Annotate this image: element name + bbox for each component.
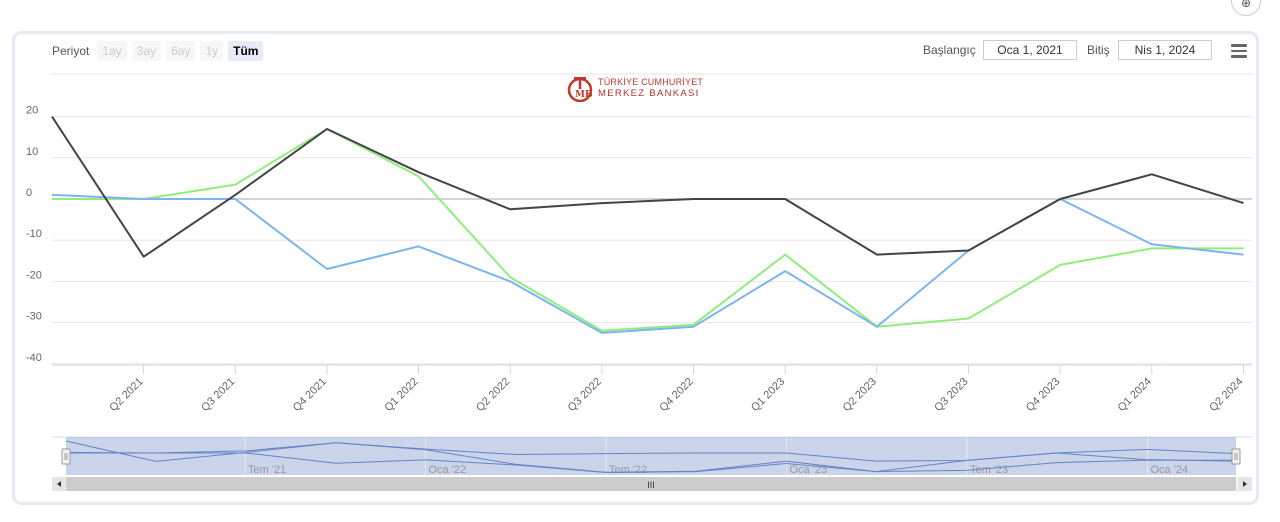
navigator-label: Oca '24	[1151, 464, 1189, 476]
x-tick-label: Q1 2024	[1116, 376, 1154, 414]
navigator-label: Tem '22	[609, 464, 647, 476]
cbrt-logo: MB TÜRKİYE CUMHURİYET MERKEZ BANKASI	[566, 74, 703, 102]
x-tick-label: Q3 2023	[932, 376, 970, 414]
hamburger-menu-icon[interactable]	[1231, 44, 1247, 58]
range-button-1y[interactable]: 1y	[200, 41, 224, 61]
navigator-left-handle	[61, 448, 71, 465]
x-tick-label: Q2 2022	[474, 376, 512, 414]
svg-text:MB: MB	[575, 90, 593, 100]
navigator[interactable]: Tem '21 Oca '22 Tem '22 Oca '23 Tem '23 Oca '…	[52, 436, 1252, 491]
scroll-left-arrow-icon	[57, 481, 61, 487]
x-tick-label: Q3 2022	[566, 376, 604, 414]
range-button-all[interactable]: Tüm	[228, 41, 264, 61]
scrollbar-grip-icon: III	[647, 480, 655, 490]
x-tick-label: Q4 2023	[1024, 376, 1062, 414]
date-range-inputs: Başlangıç Oca 1, 2021 Bitiş Nis 1, 2024	[0, 40, 1280, 62]
navigator-right-handle	[1231, 448, 1241, 465]
navigator-label: Oca '22	[429, 464, 467, 476]
x-tick-label: Q2 2021	[107, 376, 145, 414]
navigator-label: Oca '23	[790, 464, 828, 476]
cbrt-logo-mark: MB	[567, 77, 593, 102]
x-tick-label: Q2 2023	[841, 376, 879, 414]
y-axis: 20 10 0 -10 -20 -30 -40	[26, 105, 42, 364]
y-tick-label: 0	[26, 187, 32, 199]
series-line-3	[52, 128, 1244, 332]
y-tick-label: 10	[26, 146, 38, 158]
expand-icon: ⊕	[1240, 0, 1252, 10]
y-tick-label: -10	[26, 228, 42, 240]
range-button-3ay[interactable]: 3ay	[131, 41, 162, 61]
navigator-label: Tem '23	[970, 464, 1008, 476]
y-tick-label: -40	[26, 352, 42, 364]
navigator-label: Tem '21	[248, 464, 286, 476]
navigator-mask	[66, 437, 1236, 475]
y-tick-label: -30	[26, 311, 42, 323]
scroll-right-arrow-icon	[1243, 481, 1247, 487]
series-group	[51, 116, 1244, 334]
x-tick-label: Q3 2021	[199, 376, 237, 414]
zoom-label: Periyot	[52, 44, 90, 58]
x-tick-label: Q4 2022	[657, 376, 695, 414]
x-tick-label: Q1 2022	[382, 376, 420, 414]
y-tick-label: -20	[26, 269, 42, 281]
range-button-1ay[interactable]: 1ay	[97, 41, 127, 61]
from-label: Başlangıç	[923, 43, 976, 57]
to-date-input[interactable]: Nis 1, 2024	[1118, 40, 1212, 60]
scrollbar-thumb	[66, 477, 1236, 491]
x-axis: Q2 2021 Q3 2021 Q4 2021 Q1 2022 Q2 2022 Q3 20…	[107, 365, 1246, 414]
to-label: Bitiş	[1087, 43, 1110, 57]
range-selector: Periyot 1ay 3ay 6ay 1y Tüm	[52, 40, 268, 62]
from-date-input[interactable]: Oca 1, 2021	[983, 40, 1077, 60]
chart-panel	[12, 31, 1259, 505]
y-tick-label: 20	[26, 105, 38, 117]
grid-lines	[52, 73, 1252, 366]
logo-line-1: TÜRKİYE CUMHURİYET	[598, 77, 704, 87]
navigator-series-3	[66, 442, 1236, 473]
x-tick-label: Q1 2023	[749, 376, 787, 414]
logo-line-2: MERKEZ BANKASI	[598, 88, 700, 99]
x-tick-label: Q2 2024	[1207, 376, 1245, 414]
x-tick-label: Q4 2021	[291, 376, 329, 414]
range-button-6ay[interactable]: 6ay	[166, 41, 196, 61]
series-line-1	[51, 116, 1244, 258]
